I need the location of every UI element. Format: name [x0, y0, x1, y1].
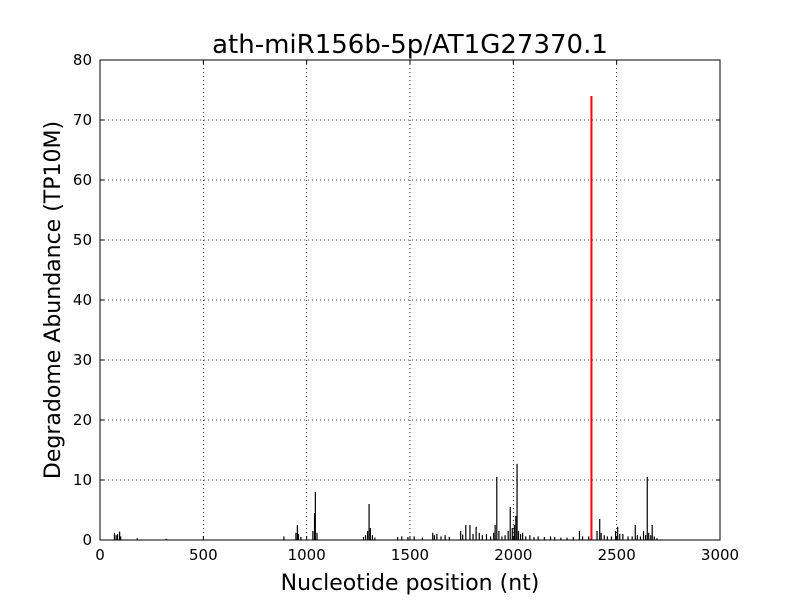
tick-layer: 0 500 1000 1500 2000 2500 3000 0 10 20 30 40 50 60 70 8…	[73, 51, 739, 564]
x-tick-label: 2500	[598, 546, 636, 564]
x-axis-label: Nucleotide position (nt)	[281, 571, 540, 596]
x-tick-label: 3000	[701, 546, 739, 564]
y-tick-label: 20	[73, 411, 92, 429]
x-tick-label: 1500	[391, 546, 429, 564]
y-tick-label: 60	[73, 171, 92, 189]
y-tick-label: 10	[73, 471, 92, 489]
y-tick-label: 30	[73, 351, 92, 369]
x-tick-label: 0	[95, 546, 105, 564]
grid-layer	[100, 60, 720, 540]
x-tick-label: 2000	[494, 546, 532, 564]
bar-layer	[113, 96, 658, 540]
chart-title: ath-miR156b-5p/AT1G27370.1	[212, 30, 608, 60]
y-axis-label: Degradome Abundance (TP10M)	[41, 121, 66, 479]
y-tick-label: 80	[73, 51, 92, 69]
y-tick-label: 40	[73, 291, 92, 309]
y-tick-label: 50	[73, 231, 92, 249]
y-tick-label: 70	[73, 111, 92, 129]
x-tick-label: 500	[189, 546, 218, 564]
x-tick-label: 1000	[288, 546, 326, 564]
y-tick-label: 0	[82, 531, 92, 549]
